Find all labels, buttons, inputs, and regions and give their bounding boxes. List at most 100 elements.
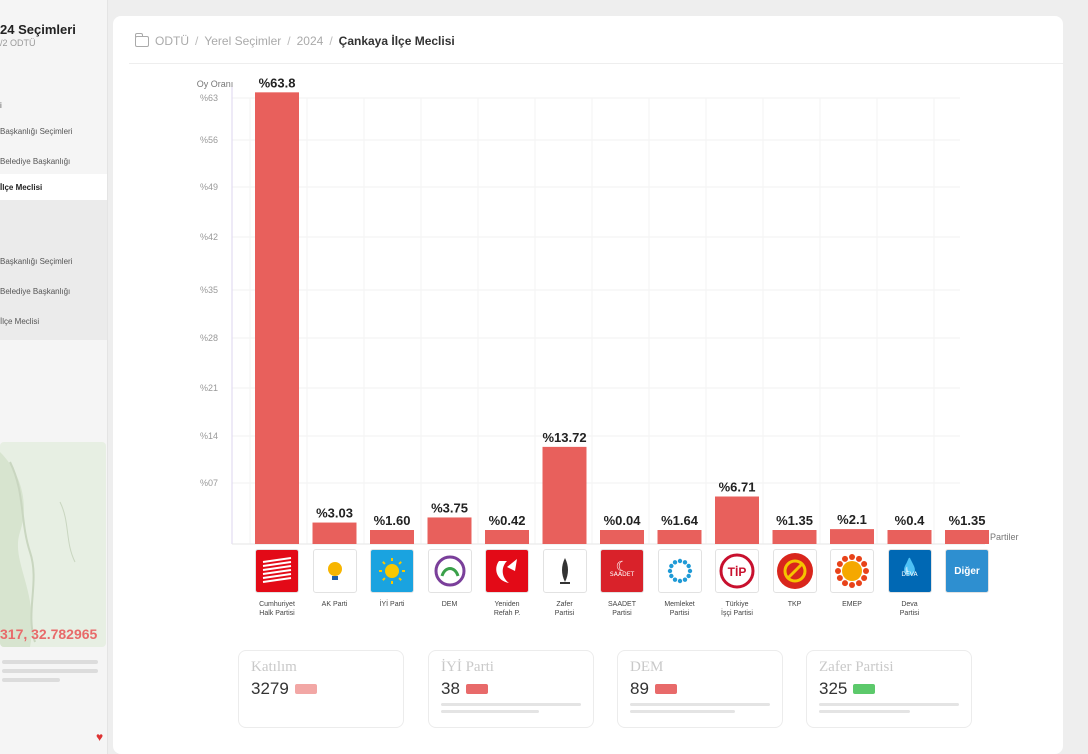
breadcrumb: ODTÜ / Yerel Seçimler / 2024 / Çankaya İ… [135, 30, 455, 52]
party-name-line: Yeniden [494, 601, 520, 608]
party-name-label: AK Parti [303, 600, 367, 609]
sidebar-item-baskanlik-secimleri[interactable]: Başkanlığı Seçimleri [0, 127, 73, 136]
stat-card-iyi-parti[interactable]: İYİ Parti 38 [428, 650, 594, 728]
y-tick-label: %14 [200, 431, 218, 441]
y-tick-label: %56 [200, 135, 218, 145]
card-badge [465, 684, 488, 694]
party-name-line: Zafer [556, 601, 573, 608]
card-value: 325 [819, 679, 848, 698]
party-name-line: Partisi [899, 610, 920, 617]
card-value: 89 [630, 679, 649, 698]
party-name-line: DEM [441, 601, 458, 608]
card-value: 38 [441, 679, 460, 698]
sidebar-item[interactable]: i [0, 101, 2, 110]
bar [542, 446, 587, 544]
breadcrumb-item[interactable]: 2024 [296, 34, 324, 48]
party-name-line: Refah P. [493, 610, 521, 617]
emep-logo-icon[interactable] [830, 549, 874, 593]
card-title: Katılım [251, 659, 297, 675]
bar [715, 496, 759, 544]
party-name-line: AK Parti [321, 601, 348, 608]
y-tick-label: %28 [200, 333, 218, 343]
party-name-line: TKP [787, 601, 802, 608]
bar-value-label: %1.60 [374, 513, 411, 528]
card-badge [294, 684, 317, 694]
bar-value-label: %6.71 [719, 479, 756, 494]
yeniden-refah-logo-icon[interactable] [485, 549, 529, 593]
card-title: İYİ Parti [441, 659, 494, 675]
map-thumbnail[interactable] [0, 442, 106, 647]
sidebar-item-belediye-baskanligi[interactable]: Belediye Başkanlığı [0, 157, 71, 166]
y-axis-label: Oy Oranı [197, 79, 234, 89]
breadcrumb-item[interactable]: Yerel Seçimler [204, 34, 282, 48]
party-name-label: EMEP [820, 600, 884, 609]
sidebar-item-baskanlik-secimleri-2[interactable]: Başkanlığı Seçimleri [0, 257, 73, 266]
y-tick-label: %63 [200, 93, 218, 103]
dem-logo-icon[interactable] [427, 549, 472, 593]
zafer-partisi-logo-icon[interactable] [542, 549, 587, 593]
sidebar-group [0, 200, 107, 340]
card-description-line [819, 703, 959, 706]
party-name-line: Partisi [554, 610, 575, 617]
stat-card-katilim[interactable]: Katılım 3279 [238, 650, 404, 728]
y-tick-label: %49 [200, 182, 218, 192]
card-description-line [441, 710, 539, 713]
bar-value-label: %3.75 [431, 500, 468, 515]
card-description-line [819, 710, 910, 713]
bar-value-label: %1.35 [949, 513, 986, 528]
party-name-line: EMEP [842, 601, 862, 608]
party-name-label: Deva Partisi [878, 600, 942, 618]
bar [772, 530, 817, 544]
card-description-line [441, 703, 581, 706]
ak-parti-logo-icon[interactable] [312, 549, 357, 593]
party-name-label: Memleket Partisi [648, 600, 712, 618]
stat-card-dem[interactable]: DEM 89 [617, 650, 783, 728]
party-name-line: İYİ Parti [379, 601, 405, 608]
party-name-label: Zafer Partisi [533, 600, 597, 618]
diger-logo-icon[interactable]: Diğer [945, 549, 989, 593]
bar [312, 522, 357, 544]
y-tick-label: %21 [200, 383, 218, 393]
svg-text:TİP: TİP [728, 564, 747, 579]
tkp-logo-icon[interactable] [772, 549, 817, 593]
card-title: DEM [630, 659, 664, 675]
party-name-line: Partisi [612, 610, 632, 617]
breadcrumb-separator: / [329, 34, 333, 48]
bar-value-label: %2.1 [837, 512, 867, 527]
bar [830, 529, 874, 544]
party-name-label: Yeniden Refah P. [475, 600, 539, 618]
bar-value-label: %0.4 [895, 513, 925, 528]
card-title: Zafer Partisi [819, 659, 894, 675]
y-tick-label: %42 [200, 232, 218, 242]
party-name-line: Türkiye [725, 601, 749, 608]
stat-card-zafer-partisi[interactable]: Zafer Partisi 325 [806, 650, 972, 728]
y-tick-label: %35 [200, 285, 218, 295]
party-name-line: Deva [901, 601, 918, 608]
party-name-label: Cumhuriyet Halk Partisi [245, 600, 309, 618]
sidebar-item-ilce-meclisi-2[interactable]: İlçe Meclisi [0, 317, 40, 326]
tip-logo-icon[interactable]: TİP [715, 549, 759, 593]
sidebar-item-belediye-baskanligi-2[interactable]: Belediye Başkanlığı [0, 287, 71, 296]
sidebar: 24 Seçimleri /2 ODTÜ i Başkanlığı Seçiml… [0, 0, 108, 754]
saadet-logo-icon[interactable]: ☾ SAADET [600, 549, 644, 593]
breadcrumb-item[interactable]: ODTÜ [155, 34, 189, 48]
divider [129, 63, 1063, 64]
bar [427, 517, 472, 544]
bar-value-label: %13.72 [542, 430, 586, 445]
bar-value-label: %63.8 [259, 75, 296, 90]
sidebar-subtitle: /2 ODTÜ [0, 38, 36, 48]
breadcrumb-current: Çankaya İlçe Meclisi [338, 34, 455, 48]
breadcrumb-separator: / [195, 34, 199, 48]
iyi-parti-logo-icon[interactable] [370, 549, 414, 593]
bar [485, 530, 529, 544]
bar [657, 530, 702, 544]
x-axis-label: Partiler [990, 532, 1019, 542]
deva-logo-icon[interactable]: 💧 DEVA [887, 549, 932, 593]
chp-logo-icon[interactable] [255, 549, 299, 593]
sidebar-item-ilce-meclisi[interactable]: İlçe Meclisi [0, 174, 107, 200]
party-name-line: İşçi Partisi [721, 610, 753, 617]
memleket-logo-icon[interactable] [657, 549, 702, 593]
bar [370, 530, 414, 544]
card-badge [654, 684, 677, 694]
bar-value-label: %0.42 [489, 513, 526, 528]
